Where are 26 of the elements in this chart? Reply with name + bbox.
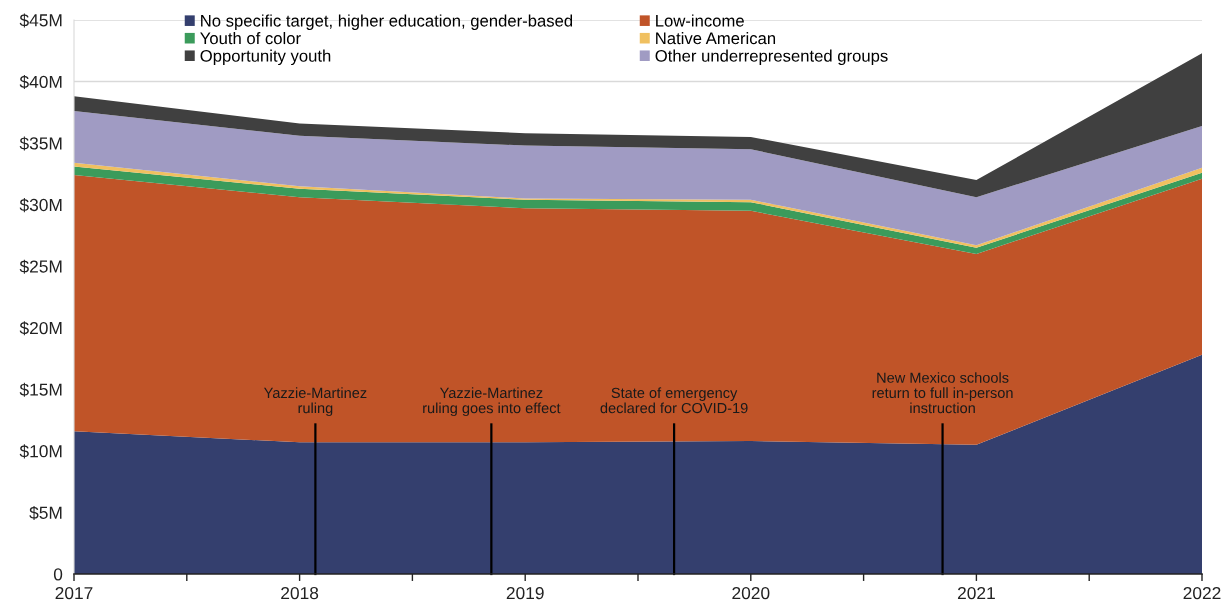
ref-line-label: Yazzie-Martinez ruling [263,387,367,417]
legend-label: Low-income [656,14,744,27]
ref-line-label: Yazzie-Martinez ruling goes into effect [423,387,561,417]
y-tick-label: $10M [19,444,62,459]
legend-label: Other underrepresented groups [655,49,888,66]
x-tick-label: 2019 [506,586,544,600]
x-tick-label: 2020 [732,586,770,600]
x-tick-label: 2022 [1183,586,1221,600]
y-tick-label: 0 [53,568,63,581]
ref-line-label: New Mexico schools return to full in-person instruction [872,372,1013,414]
y-tick-label: $40M [19,74,62,90]
ref-line-label: State of emergency declared for COVID-19 [600,387,748,414]
y-tick-label: $45M [19,13,62,28]
y-tick-label: $25M [19,259,62,274]
legend-label: No specific target, higher education, gender-based [201,14,573,30]
legend-label: Youth of color [200,32,301,45]
x-tick-label: 2017 [55,586,93,600]
y-tick-label: $5M [29,505,62,520]
y-tick-label: $30M [19,198,62,213]
y-tick-label: $20M [19,321,62,336]
legend-label: Native American [656,32,776,45]
y-tick-label: $35M [19,136,62,151]
x-tick-label: 2021 [957,586,995,600]
y-tick-label: $15M [19,382,62,397]
x-tick-label: 2018 [281,586,319,600]
legend-label: Opportunity youth [200,49,331,66]
